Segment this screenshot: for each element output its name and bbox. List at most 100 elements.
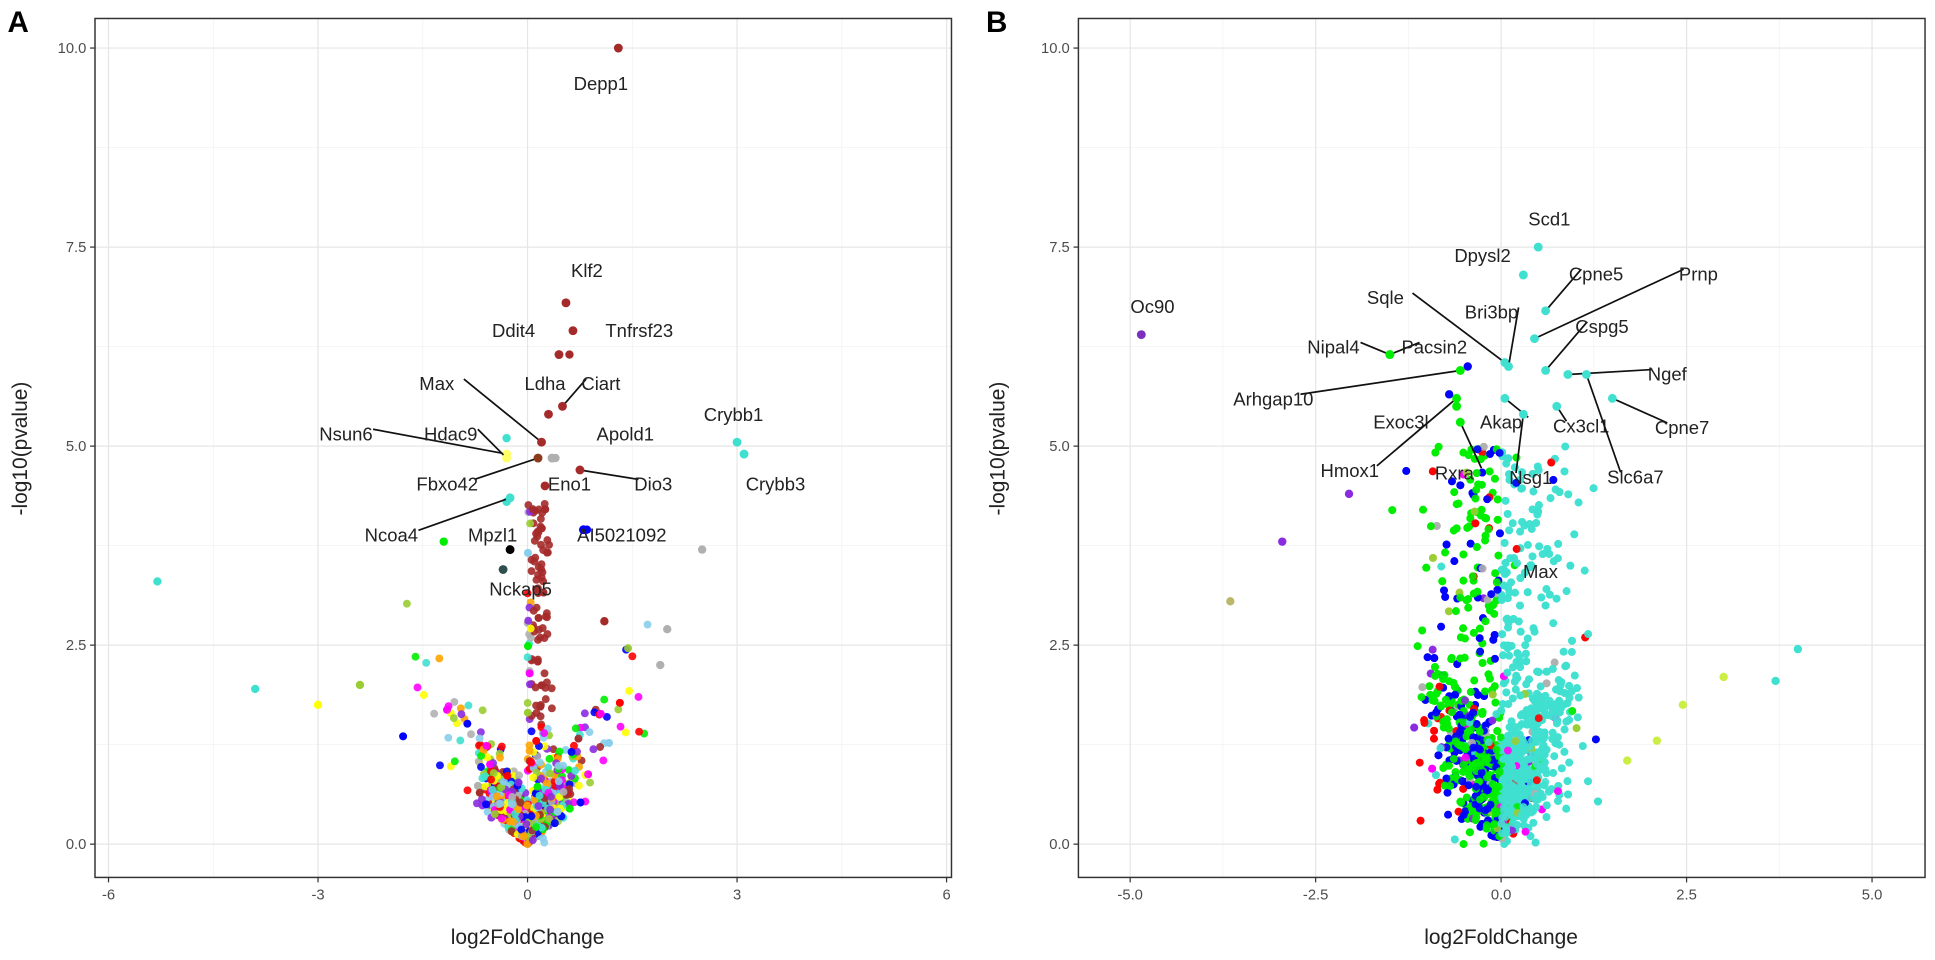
data-point	[1564, 790, 1572, 799]
data-point	[516, 798, 525, 807]
gene-label: Nsg1	[1509, 467, 1552, 488]
data-point	[549, 745, 558, 754]
y-tick-label: 5.0	[1049, 439, 1070, 455]
data-point	[1511, 737, 1520, 746]
data-point	[586, 778, 595, 787]
labeled-point	[1533, 242, 1543, 252]
data-point	[1503, 746, 1512, 755]
x-tick-label: -3	[311, 888, 324, 904]
data-point	[1517, 468, 1526, 477]
data-point	[1459, 811, 1468, 819]
data-point	[1479, 839, 1488, 848]
data-point	[559, 788, 568, 796]
data-point	[1446, 782, 1455, 790]
data-point	[502, 433, 511, 443]
data-point	[499, 777, 508, 786]
data-point	[1485, 467, 1494, 476]
data-point	[1388, 506, 1397, 515]
label-connector	[1389, 341, 1420, 356]
data-point	[643, 620, 652, 629]
data-point	[1469, 743, 1478, 752]
data-point	[1529, 818, 1538, 827]
labeled-point	[554, 350, 564, 359]
data-point	[533, 657, 542, 666]
data-point	[450, 757, 459, 766]
y-tick-label: 7.5	[1049, 240, 1070, 256]
labeled-point	[561, 298, 571, 308]
gene-label: Scd1	[1528, 208, 1570, 229]
data-point	[1589, 484, 1598, 493]
data-point	[1493, 515, 1502, 524]
data-point	[1428, 645, 1437, 654]
labeled-point	[1541, 306, 1551, 316]
data-point	[1455, 710, 1464, 719]
data-point	[570, 741, 578, 750]
data-point	[1542, 769, 1551, 778]
data-point	[1441, 592, 1450, 601]
data-point	[1468, 572, 1477, 581]
data-point	[1517, 810, 1526, 819]
data-point	[1418, 626, 1427, 635]
gene-label: Max	[419, 373, 455, 394]
data-point	[1523, 784, 1532, 793]
data-point	[566, 804, 574, 813]
plot-background	[94, 18, 952, 878]
data-point	[1505, 526, 1514, 535]
data-point	[522, 820, 531, 829]
data-point	[1514, 617, 1523, 626]
data-point	[540, 669, 549, 678]
data-point	[1567, 648, 1576, 656]
label-connector	[372, 428, 507, 455]
labeled-point	[1530, 334, 1539, 344]
data-point	[1522, 774, 1531, 783]
data-point	[1437, 702, 1445, 711]
data-point	[1591, 735, 1600, 744]
data-point	[1536, 682, 1545, 691]
data-point	[1512, 774, 1521, 783]
data-point	[1434, 751, 1443, 760]
label-connector	[1567, 368, 1653, 376]
data-point	[1563, 777, 1572, 786]
data-point	[621, 728, 630, 737]
data-point	[456, 736, 465, 745]
data-point	[413, 683, 422, 692]
data-point	[1678, 700, 1688, 710]
gene-label: Ncoa4	[365, 524, 418, 545]
gene-label: Mpzl1	[468, 524, 517, 545]
data-point	[537, 560, 546, 569]
data-point	[1502, 688, 1511, 697]
panel-label-b: B	[986, 6, 1007, 39]
point-cloud	[399, 500, 652, 849]
x-tick-label: 0	[523, 888, 531, 904]
data-point	[1472, 720, 1481, 729]
data-point	[402, 599, 411, 608]
data-point	[526, 633, 535, 642]
panel-b: -5.0 -2.5 0.0 2.5 5.0 0.0 2.5 5.0 7.5 10.0 Oc90 Scd…	[986, 6, 1926, 949]
data-point	[517, 825, 526, 834]
data-point	[1442, 540, 1451, 549]
data-point	[419, 691, 428, 699]
data-point	[1456, 654, 1465, 663]
data-point	[537, 774, 545, 783]
data-point	[628, 652, 637, 661]
data-point	[1507, 768, 1516, 777]
data-point	[1536, 753, 1545, 762]
data-point	[526, 624, 535, 633]
label-connector	[474, 457, 539, 481]
data-point	[1478, 710, 1487, 718]
data-point	[1542, 813, 1551, 822]
data-point	[1518, 484, 1526, 493]
data-point	[554, 777, 563, 786]
data-point	[1462, 468, 1471, 477]
label-connector	[418, 497, 511, 532]
gene-label: Bri3bp	[1465, 302, 1518, 323]
label-connector	[1544, 321, 1588, 372]
gene-label: Oc90	[1130, 296, 1174, 317]
labeled-point	[1452, 401, 1462, 411]
data-point	[1431, 448, 1440, 457]
data-point	[1554, 676, 1563, 685]
label-connector	[1544, 268, 1582, 312]
data-point	[615, 698, 624, 707]
data-point	[536, 702, 545, 711]
data-point	[1430, 726, 1439, 735]
